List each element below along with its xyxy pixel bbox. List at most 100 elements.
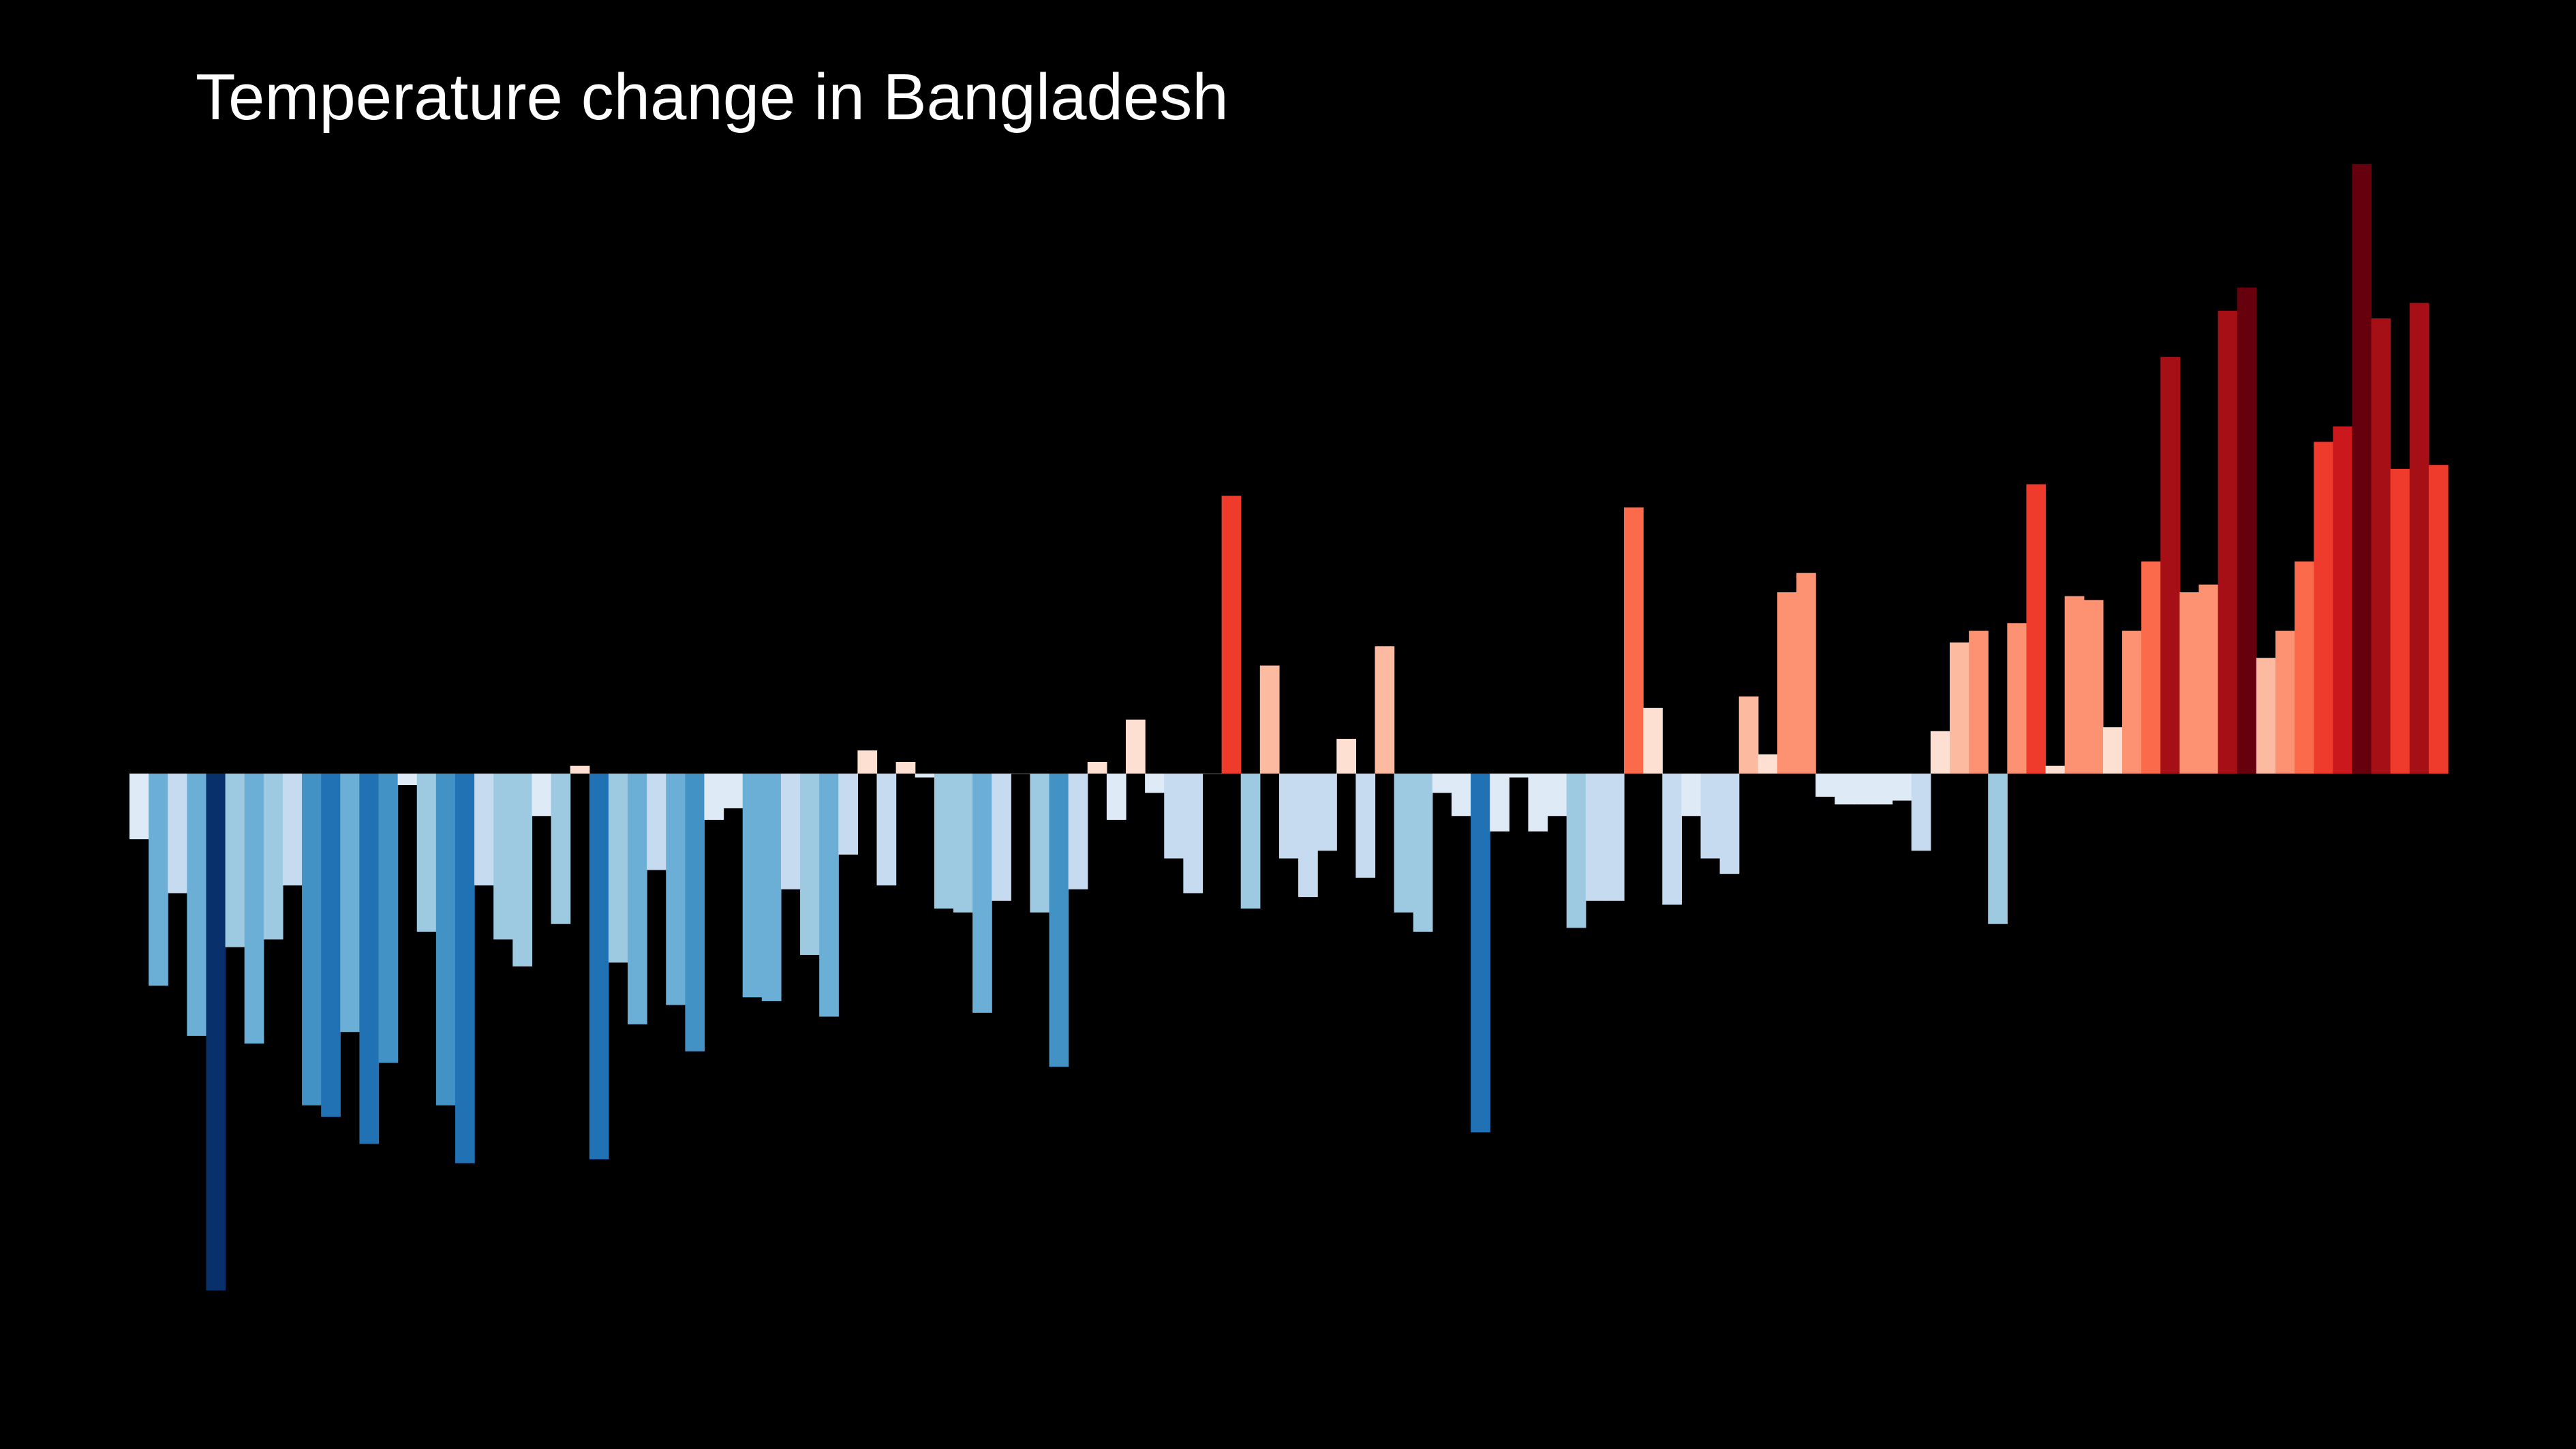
bar <box>953 774 973 913</box>
bar <box>1355 774 1376 878</box>
bar <box>2295 561 2314 774</box>
bar <box>1528 774 1548 832</box>
bar <box>263 774 283 940</box>
bar <box>1604 774 1625 901</box>
bar <box>1719 774 1740 874</box>
bar <box>1777 592 1797 774</box>
bar <box>1796 573 1816 774</box>
bar <box>1298 774 1318 898</box>
bar <box>1643 707 1663 774</box>
bar <box>972 774 992 1013</box>
bar <box>647 774 666 870</box>
bar <box>474 774 494 886</box>
bar <box>723 774 743 808</box>
bar <box>1490 774 1509 832</box>
bar <box>1624 507 1644 774</box>
bar <box>1662 774 1682 905</box>
bar <box>244 774 264 1044</box>
bar <box>2390 468 2410 774</box>
bar <box>1451 774 1471 817</box>
bar <box>1068 774 1088 889</box>
bar <box>532 774 552 817</box>
bar <box>225 774 245 947</box>
bar <box>742 774 763 998</box>
bar <box>2275 630 2295 774</box>
bar <box>2218 310 2238 774</box>
bar <box>838 774 858 855</box>
bar <box>685 774 705 1052</box>
bar <box>2045 765 2066 774</box>
bar <box>1471 774 1490 1133</box>
bar <box>1988 774 2008 924</box>
bar <box>761 774 782 1001</box>
bar <box>2007 623 2027 774</box>
bar <box>2179 592 2200 774</box>
bar <box>1969 630 1989 774</box>
bar <box>359 774 380 1144</box>
bar <box>1030 774 1050 913</box>
bar <box>2122 630 2142 774</box>
bar <box>1911 774 1931 851</box>
bar <box>1835 774 1855 805</box>
bar <box>1278 774 1299 859</box>
bar <box>2256 658 2276 774</box>
bar <box>992 774 1011 901</box>
chart-title: Temperature change in Bangladesh <box>196 61 1229 134</box>
bar <box>915 774 935 778</box>
bar <box>340 774 360 1033</box>
bar <box>1758 754 1778 774</box>
bar <box>1432 774 1452 793</box>
bar <box>857 750 878 774</box>
bar <box>551 774 571 924</box>
bar <box>206 774 226 1291</box>
bar <box>570 765 590 774</box>
bar <box>819 774 839 1017</box>
bar <box>1854 774 1874 805</box>
bar <box>2026 484 2046 774</box>
bar <box>628 774 647 1024</box>
bar <box>378 774 399 1063</box>
bar <box>416 774 437 932</box>
bars-group <box>129 164 2449 1291</box>
bar <box>1949 642 1969 774</box>
bar <box>2083 600 2104 774</box>
bar <box>608 774 628 963</box>
bar <box>1873 774 1893 805</box>
bar <box>2102 727 2123 774</box>
bar <box>1681 774 1702 817</box>
bar <box>187 774 207 1036</box>
bar <box>2160 356 2180 774</box>
bar <box>2333 426 2353 774</box>
bar <box>1892 774 1912 801</box>
bar <box>1317 774 1337 851</box>
bar <box>1413 774 1433 932</box>
bar <box>666 774 686 1005</box>
bar <box>321 774 341 1117</box>
bar <box>780 774 801 889</box>
bar <box>1566 774 1586 928</box>
bar <box>2371 318 2391 774</box>
bar <box>493 774 513 940</box>
bar <box>1087 762 1107 774</box>
bar <box>455 774 475 1163</box>
bar <box>1585 774 1606 901</box>
bar <box>934 774 954 909</box>
bar <box>397 774 418 785</box>
bar <box>1336 739 1357 774</box>
bar <box>1394 774 1414 913</box>
bar <box>895 762 916 774</box>
bar <box>1259 665 1280 774</box>
bar <box>1375 646 1395 774</box>
bar <box>1738 696 1759 774</box>
bar <box>1106 774 1126 820</box>
bar <box>1509 774 1529 778</box>
bar <box>589 774 609 1159</box>
bar <box>2198 584 2219 774</box>
bar <box>704 774 724 820</box>
bar <box>1930 731 1950 774</box>
bar <box>1700 774 1721 859</box>
bar <box>2141 561 2161 774</box>
bar <box>149 774 168 986</box>
bar <box>2064 596 2085 774</box>
